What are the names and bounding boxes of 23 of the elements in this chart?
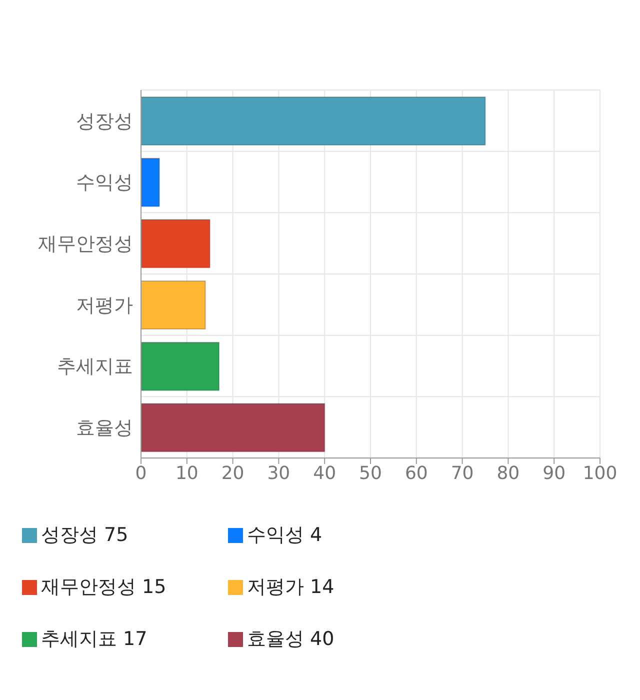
x-tick-label: 0 [135,462,147,484]
legend-label: 수익성 4 [247,524,322,546]
x-tick-label: 10 [175,462,198,484]
y-tick-label: 재무안정성 [38,233,133,256]
legend-label: 효율성 40 [247,628,334,650]
x-tick-label: 20 [221,462,244,484]
x-tick-label: 100 [582,462,618,484]
x-tick-label: 30 [267,462,290,484]
legend-label: 재무안정성 15 [41,576,166,598]
x-tick-label: 80 [496,462,520,484]
y-tick-label: 효율성 [76,417,133,440]
legend-label: 추세지표 17 [41,628,148,650]
x-tick-label: 40 [313,462,336,484]
legend-label: 저평가 14 [247,576,334,598]
x-tick-label: 70 [450,462,474,484]
x-tick-label: 60 [404,462,428,484]
y-tick-label: 추세지표 [57,356,133,378]
y-tick-label: 저평가 [76,294,133,316]
x-tick-label: 50 [359,462,382,484]
y-tick-label: 수익성 [76,172,133,194]
x-tick-label: 90 [542,462,566,484]
legend-label: 성장성 75 [41,524,128,546]
y-tick-label: 성장성 [76,110,133,132]
